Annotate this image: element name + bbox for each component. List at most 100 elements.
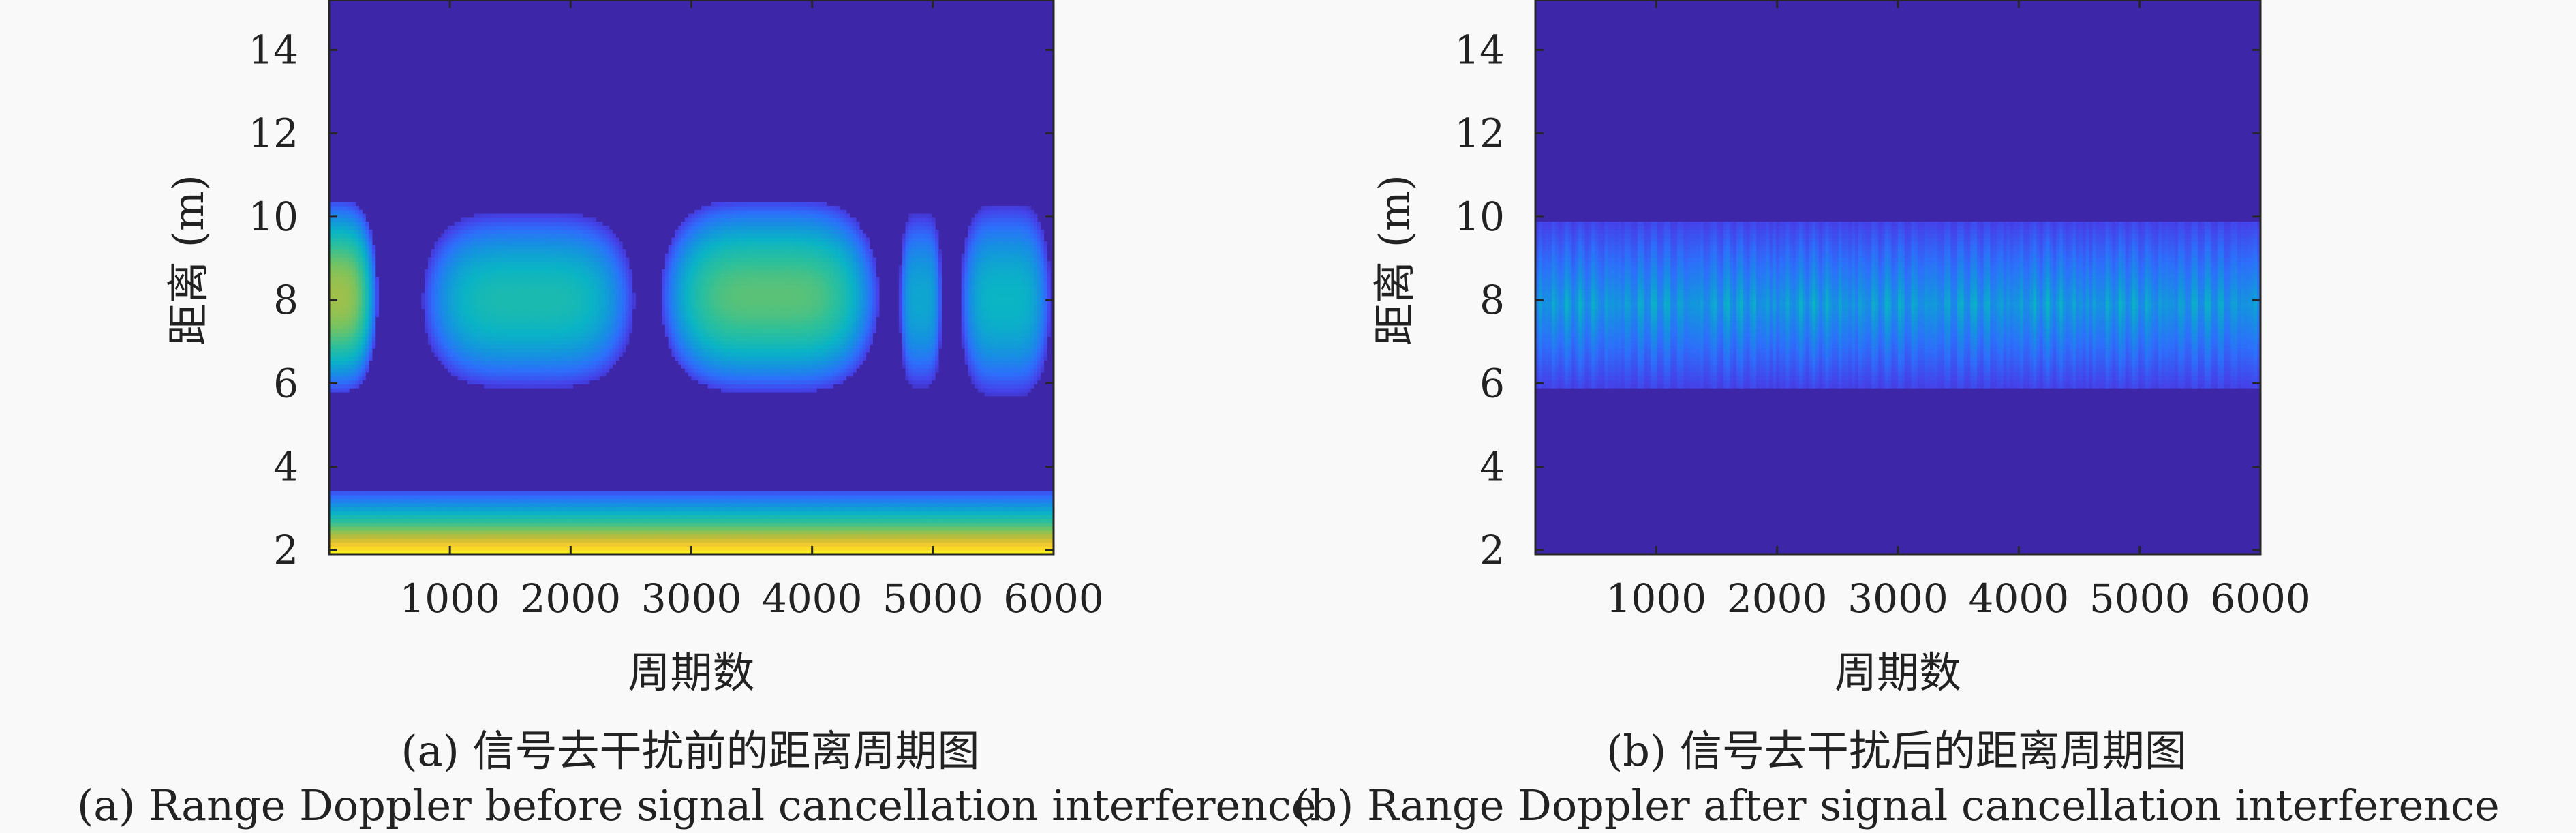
heatmap-cell [510, 491, 515, 496]
heatmap-cell [856, 356, 860, 361]
heatmap-cell [332, 494, 337, 500]
heatmap-cell [921, 368, 926, 373]
heatmap-cell [493, 368, 498, 373]
heatmap-cell [777, 514, 781, 519]
heatmap-cell [484, 522, 488, 527]
heatmap-cell [487, 550, 491, 554]
heatmap-cell [964, 360, 968, 365]
heatmap-cell [793, 352, 797, 357]
heatmap-cell [671, 498, 675, 504]
heatmap-cell [707, 522, 712, 527]
heatmap-cell [447, 356, 452, 361]
heatmap-cell [1004, 364, 1008, 369]
heatmap-cell [793, 522, 797, 527]
heatmap-cell [714, 522, 718, 527]
heatmap-cell [553, 518, 557, 524]
heatmap-cell [553, 522, 557, 527]
heatmap-cell [1014, 511, 1018, 515]
heatmap-cell [790, 380, 794, 384]
heatmap-cell [513, 518, 518, 524]
heatmap-cell [711, 546, 715, 551]
heatmap-cell [454, 534, 459, 539]
heatmap-cell [908, 530, 913, 535]
heatmap-cell [583, 491, 587, 496]
heatmap-cell [533, 384, 537, 389]
heatmap-cell [846, 364, 850, 369]
heatmap-cell [457, 534, 461, 539]
heatmap-cell [484, 376, 488, 381]
heatmap-cell [549, 376, 554, 381]
heatmap-cell [1024, 506, 1028, 511]
heatmap-cell [427, 511, 432, 515]
heatmap-cell [763, 364, 768, 369]
heatmap-cell [500, 380, 504, 384]
heatmap-cell [878, 550, 883, 554]
heatmap-cell [971, 542, 975, 547]
heatmap-cell [707, 502, 712, 507]
heatmap-cell [484, 384, 488, 389]
heatmap-cell [487, 530, 491, 535]
heatmap-cell [754, 491, 758, 496]
heatmap-cell [819, 542, 824, 547]
heatmap-cell [928, 538, 932, 543]
heatmap-cell [895, 530, 900, 535]
heatmap-cell [391, 502, 396, 507]
heatmap-cell [1024, 384, 1028, 389]
heatmap-cell [569, 368, 574, 373]
heatmap-cell [770, 380, 774, 384]
heatmap-cell [335, 506, 340, 511]
heatmap-cell [987, 546, 992, 551]
heatmap-cell [912, 511, 916, 515]
heatmap-cell [849, 498, 853, 504]
heatmap-cell [526, 368, 531, 373]
heatmap-cell [1004, 518, 1008, 524]
heatmap-cell [1030, 498, 1034, 504]
heatmap-cell [799, 356, 804, 361]
heatmap-cell [991, 491, 995, 496]
heatmap-cell [849, 368, 853, 373]
heatmap-cell [895, 522, 900, 527]
heatmap-cell [786, 522, 791, 527]
heatmap-cell [576, 356, 580, 361]
heatmap-cell [763, 526, 768, 531]
heatmap-cell [329, 538, 333, 543]
heatmap-cell [477, 514, 481, 519]
heatmap-cell [823, 538, 827, 543]
heatmap-cell [1014, 530, 1018, 535]
heatmap-cell [849, 491, 853, 496]
heatmap-cell [332, 368, 337, 373]
heatmap-cell [816, 518, 821, 524]
heatmap-cell [632, 506, 636, 511]
heatmap-cell [793, 526, 797, 531]
heatmap-cell [457, 522, 461, 527]
heatmap-cell [658, 494, 662, 500]
heatmap-cell [346, 364, 350, 369]
heatmap-cell [523, 534, 527, 539]
heatmap-cell [767, 376, 771, 381]
heatmap-cell [711, 538, 715, 543]
heatmap-cell [335, 368, 340, 373]
heatmap-cell [1024, 352, 1028, 357]
heatmap-cell [987, 502, 992, 507]
heatmap-cell [612, 498, 616, 504]
heatmap-cell [487, 376, 491, 381]
heatmap-cell [773, 380, 778, 384]
heatmap-cell [477, 356, 481, 361]
heatmap-cell [889, 550, 893, 554]
heatmap-cell [583, 538, 587, 543]
heatmap-cell [619, 494, 623, 500]
heatmap-cell [342, 352, 346, 357]
heatmap-cell [1027, 372, 1031, 377]
heatmap-cell [385, 534, 389, 539]
heatmap-cell [622, 348, 626, 353]
heatmap-cell [619, 522, 623, 527]
heatmap-cell [563, 498, 567, 504]
heatmap-cell [908, 511, 913, 515]
heatmap-cell [994, 530, 998, 535]
heatmap-cell [536, 526, 540, 531]
heatmap-cell [915, 376, 919, 381]
heatmap-cell [842, 546, 847, 551]
heatmap-cell [671, 526, 675, 531]
heatmap-cell [405, 530, 409, 535]
heatmap-cell [368, 506, 373, 511]
